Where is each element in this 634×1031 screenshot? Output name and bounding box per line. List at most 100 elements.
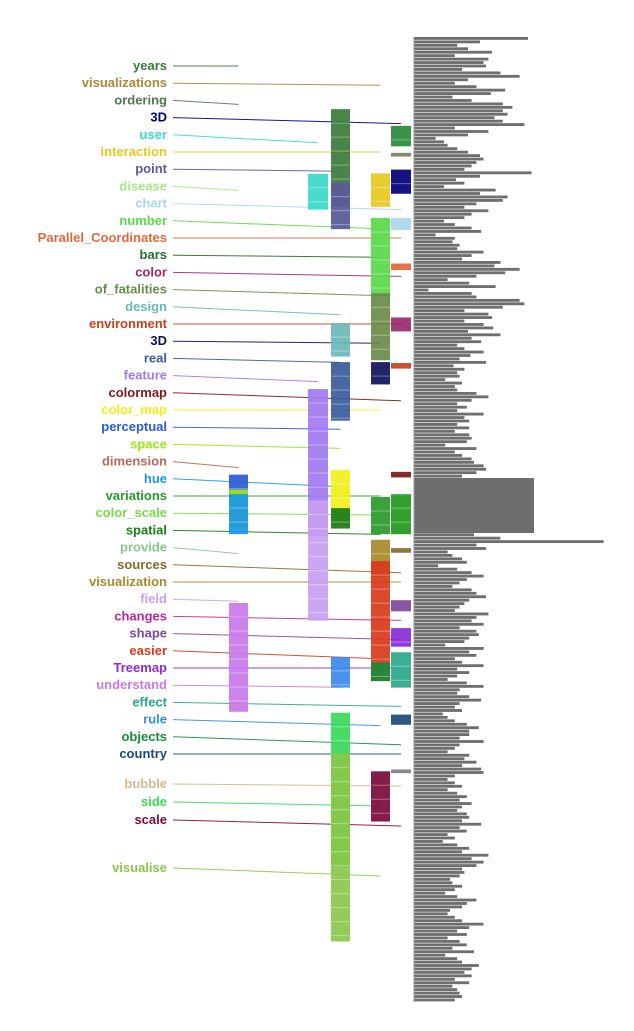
column-3-bar-4 bbox=[371, 496, 390, 535]
frequency-bar-32 bbox=[414, 147, 458, 151]
frequency-bar-15 bbox=[414, 88, 506, 92]
frequency-bar-185 bbox=[414, 674, 458, 678]
column-4-bar-11 bbox=[391, 600, 411, 612]
connector-33 bbox=[172, 633, 402, 641]
column-3-bar-3 bbox=[371, 362, 390, 385]
frequency-bar-95 bbox=[414, 364, 454, 368]
frequency-bar-48 bbox=[414, 202, 477, 206]
column-4-bar-4 bbox=[391, 263, 411, 271]
column-4-bar-1 bbox=[391, 152, 411, 157]
column-0-bar-0 bbox=[308, 173, 328, 210]
frequency-bar-223 bbox=[414, 805, 462, 809]
column-3-bar-6 bbox=[371, 561, 390, 682]
connector-19 bbox=[172, 392, 402, 402]
frequency-bar-232 bbox=[414, 836, 455, 840]
frequency-bar-89 bbox=[414, 343, 458, 347]
frequency-bar-33 bbox=[414, 150, 468, 154]
frequency-bar-91 bbox=[414, 350, 484, 354]
frequency-bar-272 bbox=[414, 974, 472, 978]
frequency-bar-47 bbox=[414, 198, 503, 202]
column-3-bar-0 bbox=[371, 173, 390, 207]
frequency-bar-256 bbox=[414, 919, 462, 923]
frequency-bar-147 bbox=[414, 543, 477, 547]
frequency-bar-37 bbox=[414, 164, 472, 168]
frequency-bar-1 bbox=[414, 40, 480, 44]
connector-41 bbox=[172, 783, 402, 787]
frequency-bar-41 bbox=[414, 178, 456, 182]
connector-6 bbox=[172, 168, 341, 172]
frequency-bar-156 bbox=[414, 574, 484, 578]
frequency-bar-13 bbox=[414, 81, 455, 85]
word-label-22: space bbox=[130, 436, 167, 451]
frequency-bar-45 bbox=[414, 192, 480, 195]
frequency-bar-183 bbox=[414, 667, 458, 671]
frequency-bar-211 bbox=[414, 764, 462, 768]
frequency-bar-116 bbox=[414, 436, 472, 440]
frequency-bar-186 bbox=[414, 678, 448, 681]
word-label-23: dimension bbox=[102, 454, 167, 469]
frequency-bar-221 bbox=[414, 798, 460, 802]
connector-12 bbox=[172, 271, 402, 277]
frequency-bar-248 bbox=[414, 891, 446, 895]
frequency-bar-224 bbox=[414, 809, 458, 812]
word-label-6: point bbox=[135, 161, 167, 176]
column-1-bar-4 bbox=[229, 602, 248, 712]
frequency-bar-99 bbox=[414, 378, 446, 382]
frequency-bar-51 bbox=[414, 212, 472, 216]
frequency-bar-36 bbox=[414, 161, 477, 164]
connector-11 bbox=[172, 254, 381, 258]
frequency-bar-195 bbox=[414, 709, 462, 712]
frequency-bar-104 bbox=[414, 395, 489, 399]
frequency-bar-240 bbox=[414, 864, 477, 867]
frequency-bar-3 bbox=[414, 47, 468, 51]
frequency-bar-66 bbox=[414, 264, 495, 268]
frequency-bar-21 bbox=[414, 109, 503, 113]
frequency-bar-262 bbox=[414, 939, 460, 943]
word-label-10: Parallel_Coordinates bbox=[38, 230, 167, 245]
frequency-bar-207 bbox=[414, 750, 448, 754]
frequency-bar-0 bbox=[414, 37, 528, 40]
frequency-bar-263 bbox=[414, 943, 467, 947]
frequency-bar-173 bbox=[414, 633, 479, 637]
word-label-3: 3D bbox=[150, 110, 167, 125]
frequency-bar-198 bbox=[414, 719, 455, 723]
frequency-bar-64 bbox=[414, 257, 462, 261]
frequency-bar-266 bbox=[414, 953, 446, 957]
word-label-9: number bbox=[119, 213, 167, 228]
frequency-bar-71 bbox=[414, 281, 470, 285]
column-4-bar-12 bbox=[391, 628, 411, 647]
frequency-bar-187 bbox=[414, 681, 467, 685]
frequency-bar-144 bbox=[414, 533, 474, 537]
word-label-11: bars bbox=[140, 247, 167, 262]
word-label-17: real bbox=[144, 350, 167, 365]
connector-32 bbox=[172, 615, 402, 621]
column-4-bar-14 bbox=[391, 714, 411, 725]
frequency-bar-2 bbox=[414, 43, 458, 47]
frequency-bar-93 bbox=[414, 357, 460, 361]
frequency-bar-193 bbox=[414, 702, 460, 706]
frequency-bar-146 bbox=[414, 540, 604, 544]
frequency-bar-121 bbox=[414, 454, 462, 457]
column-2-bar-6 bbox=[331, 508, 350, 529]
frequency-bar-188 bbox=[414, 684, 484, 688]
frequency-bar-103 bbox=[414, 391, 477, 395]
frequency-bar-12 bbox=[414, 78, 468, 82]
frequency-bar-108 bbox=[414, 409, 458, 413]
frequency-bar-155 bbox=[414, 571, 472, 575]
column-4-bar-13 bbox=[391, 652, 411, 688]
frequency-bar-34 bbox=[414, 154, 480, 158]
frequency-bar-127 bbox=[414, 474, 462, 478]
frequency-bar-85 bbox=[414, 329, 468, 333]
frequency-bar-8 bbox=[414, 64, 486, 68]
frequency-bar-162 bbox=[414, 595, 486, 599]
word-label-28: provide bbox=[120, 540, 167, 555]
frequency-bar-157 bbox=[414, 578, 467, 581]
frequency-bar-168 bbox=[414, 616, 477, 619]
frequency-bar-10 bbox=[414, 71, 501, 75]
frequency-bar-161 bbox=[414, 591, 477, 595]
frequency-bar-52 bbox=[414, 216, 465, 220]
frequency-bar-158 bbox=[414, 581, 460, 585]
frequency-bar-151 bbox=[414, 557, 462, 561]
frequency-bar-69 bbox=[414, 274, 477, 278]
frequency-bar-203 bbox=[414, 736, 460, 740]
